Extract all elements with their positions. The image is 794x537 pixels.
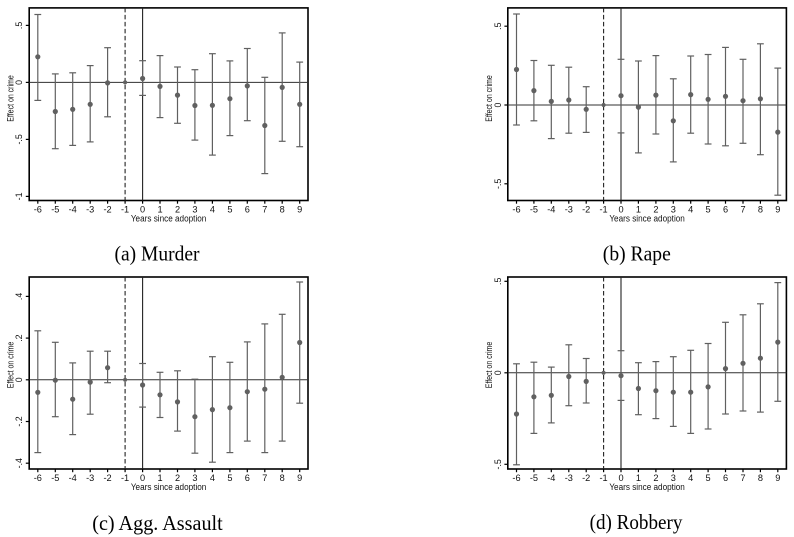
- svg-text:(b) Rape: (b) Rape: [603, 241, 671, 265]
- svg-text:8: 8: [758, 473, 763, 483]
- svg-text:6: 6: [245, 473, 250, 483]
- svg-text:(a) Murder: (a) Murder: [115, 241, 200, 265]
- svg-text:-3: -3: [86, 473, 94, 483]
- svg-text:0: 0: [618, 473, 623, 483]
- svg-text:2: 2: [653, 473, 658, 483]
- svg-text:3: 3: [192, 473, 197, 483]
- svg-text:-5: -5: [51, 204, 59, 214]
- svg-text:8: 8: [280, 204, 285, 214]
- svg-text:-4: -4: [547, 473, 555, 483]
- svg-text:-1: -1: [600, 204, 608, 214]
- svg-text:-4: -4: [547, 204, 555, 214]
- svg-text:-1: -1: [121, 204, 129, 214]
- svg-text:-2: -2: [104, 204, 112, 214]
- svg-text:9: 9: [775, 473, 780, 483]
- svg-text:0: 0: [140, 473, 145, 483]
- svg-text:3: 3: [671, 473, 676, 483]
- svg-text:Effect on crime: Effect on crime: [484, 75, 494, 122]
- svg-text:5: 5: [706, 204, 711, 214]
- svg-text:-6: -6: [34, 473, 42, 483]
- svg-text:-2: -2: [104, 473, 112, 483]
- svg-text:4: 4: [210, 204, 215, 214]
- svg-text:Years since adoption: Years since adoption: [609, 213, 685, 224]
- svg-text:0: 0: [618, 204, 623, 214]
- svg-text:3: 3: [192, 204, 197, 214]
- svg-text:-.4: -.4: [14, 458, 24, 468]
- svg-text:9: 9: [297, 204, 302, 214]
- svg-text:-.2: -.2: [14, 416, 24, 426]
- svg-text:1: 1: [636, 473, 641, 483]
- svg-text:Years since adoption: Years since adoption: [131, 482, 207, 493]
- svg-text:Years since adoption: Years since adoption: [131, 213, 207, 224]
- svg-text:9: 9: [297, 473, 302, 483]
- svg-text:-5: -5: [51, 473, 59, 483]
- svg-text:8: 8: [758, 204, 763, 214]
- svg-text:5: 5: [227, 204, 232, 214]
- svg-text:-5: -5: [530, 473, 538, 483]
- svg-text:0: 0: [493, 102, 503, 107]
- svg-text:-4: -4: [69, 204, 77, 214]
- svg-text:Effect on crime: Effect on crime: [5, 75, 15, 122]
- svg-text:-6: -6: [512, 204, 520, 214]
- svg-text:-3: -3: [565, 204, 573, 214]
- svg-text:-.5: -.5: [493, 459, 503, 469]
- svg-text:5: 5: [227, 473, 232, 483]
- svg-text:-.5: -.5: [14, 134, 24, 144]
- svg-text:7: 7: [740, 473, 745, 483]
- svg-text:5: 5: [706, 473, 711, 483]
- svg-text:2: 2: [175, 204, 180, 214]
- svg-text:-4: -4: [69, 473, 77, 483]
- svg-text:0: 0: [14, 80, 24, 85]
- svg-text:0: 0: [493, 370, 503, 375]
- svg-text:0: 0: [140, 204, 145, 214]
- svg-text:9: 9: [775, 204, 780, 214]
- svg-text:-.5: -.5: [493, 179, 503, 189]
- svg-text:3: 3: [671, 204, 676, 214]
- svg-text:2: 2: [653, 204, 658, 214]
- svg-text:.5: .5: [493, 278, 503, 285]
- svg-text:Effect on crime: Effect on crime: [484, 342, 494, 389]
- svg-text:-2: -2: [582, 473, 590, 483]
- svg-text:-6: -6: [512, 473, 520, 483]
- svg-text:2: 2: [175, 473, 180, 483]
- svg-text:Years since adoption: Years since adoption: [609, 482, 685, 493]
- svg-text:Effect on crime: Effect on crime: [5, 342, 15, 389]
- svg-text:(c) Agg. Assault: (c) Agg. Assault: [92, 511, 223, 535]
- svg-text:-5: -5: [530, 204, 538, 214]
- svg-text:7: 7: [262, 204, 267, 214]
- svg-text:-1: -1: [14, 192, 24, 200]
- svg-text:8: 8: [280, 473, 285, 483]
- svg-text:-2: -2: [582, 204, 590, 214]
- svg-text:-6: -6: [34, 204, 42, 214]
- svg-text:7: 7: [262, 473, 267, 483]
- svg-text:1: 1: [157, 473, 162, 483]
- svg-text:0: 0: [14, 377, 24, 382]
- svg-text:1: 1: [636, 204, 641, 214]
- svg-text:6: 6: [245, 204, 250, 214]
- svg-text:6: 6: [723, 473, 728, 483]
- svg-text:-3: -3: [86, 204, 94, 214]
- svg-text:1: 1: [157, 204, 162, 214]
- svg-text:.4: .4: [14, 293, 24, 300]
- svg-text:6: 6: [723, 204, 728, 214]
- svg-text:-1: -1: [600, 473, 608, 483]
- svg-text:(d) Robbery: (d) Robbery: [590, 510, 683, 534]
- svg-text:-3: -3: [565, 473, 573, 483]
- svg-text:.5: .5: [14, 22, 24, 29]
- svg-text:4: 4: [688, 204, 693, 214]
- svg-text:-1: -1: [121, 473, 129, 483]
- svg-text:.2: .2: [14, 334, 24, 341]
- svg-text:4: 4: [210, 473, 215, 483]
- svg-text:7: 7: [740, 204, 745, 214]
- svg-text:.5: .5: [493, 22, 503, 29]
- svg-text:4: 4: [688, 473, 693, 483]
